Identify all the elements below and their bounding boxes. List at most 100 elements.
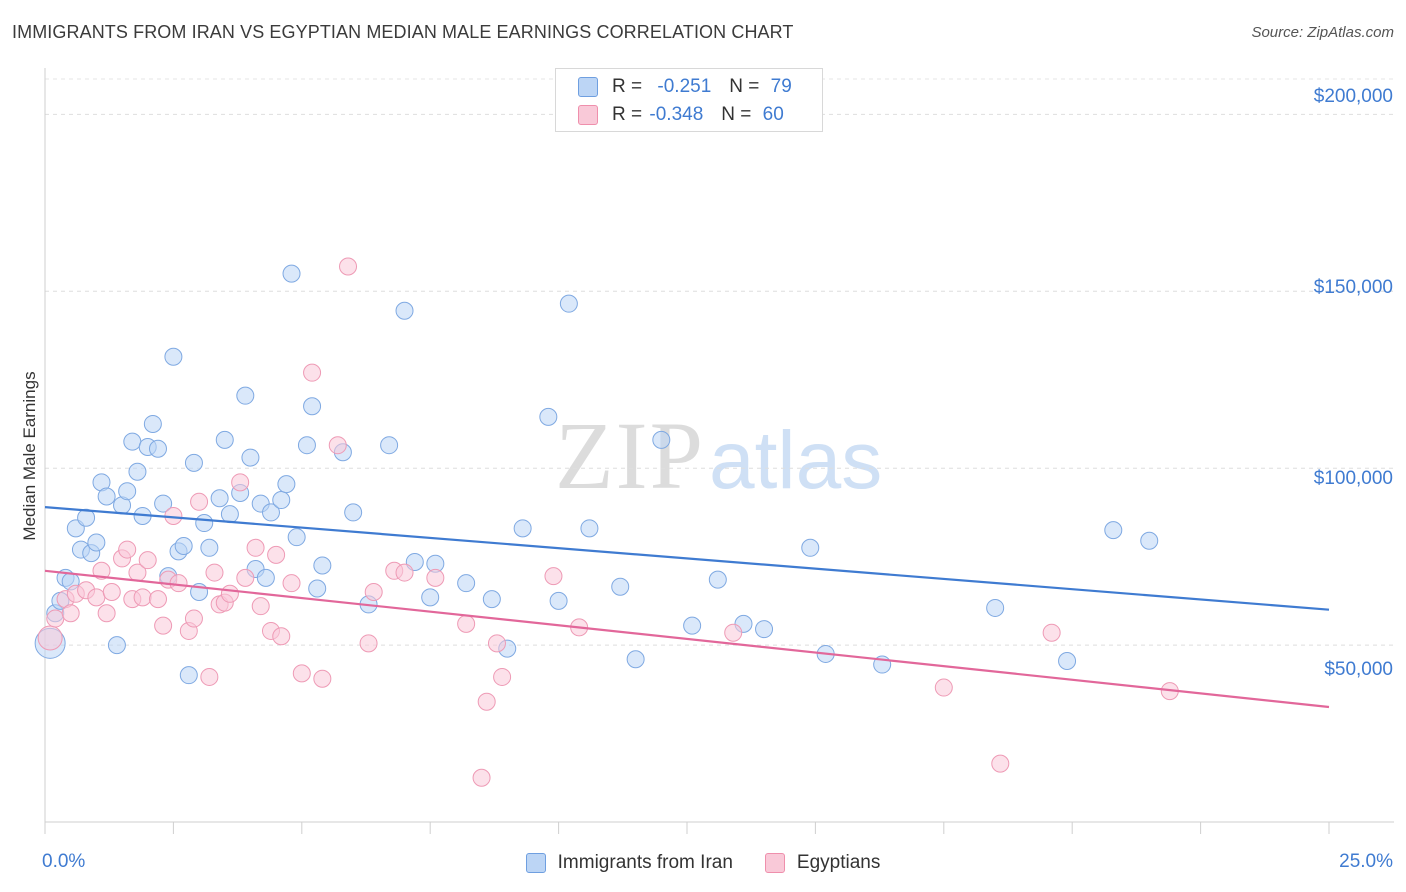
- iran-point: [220, 505, 239, 524]
- iran-point: [261, 503, 280, 522]
- iran-point: [559, 294, 578, 313]
- egyptian-point: [236, 568, 255, 587]
- y-tick-label: $150,000: [1313, 277, 1393, 298]
- egyptian-point: [246, 538, 265, 557]
- iran-point: [215, 430, 234, 449]
- x-tick-label-min: 0.0%: [42, 851, 86, 872]
- egyptian-point: [184, 609, 203, 628]
- iran-point: [1104, 521, 1123, 540]
- egyptian-point: [251, 597, 270, 616]
- watermark: ZIPatlas: [555, 400, 882, 511]
- correlation-stats-box: R = -0.251 N = 79 R = -0.348 N = 60: [555, 68, 823, 132]
- legend-label-egyptians: Egyptians: [796, 852, 881, 873]
- iran-point: [986, 598, 1005, 617]
- iran-point: [457, 574, 476, 593]
- egyptian-point: [544, 567, 563, 586]
- egyptian-point: [97, 604, 116, 623]
- iran-point: [303, 397, 322, 416]
- egyptian-point: [493, 667, 512, 686]
- egyptian-point: [87, 588, 106, 607]
- iran-point: [652, 430, 671, 449]
- pink-swatch: [578, 105, 598, 125]
- iran-point: [580, 519, 599, 538]
- iran-point: [236, 386, 255, 405]
- egyptian-point: [200, 667, 219, 686]
- legend-swatch-blue: [525, 853, 546, 873]
- egyptian-point: [282, 574, 301, 593]
- stats-row-egyptians: R = -0.348 N = 60: [556, 101, 784, 129]
- iran-point: [128, 462, 147, 481]
- iran-point: [210, 489, 229, 508]
- n-label: N =: [729, 76, 760, 97]
- egyptian-point: [359, 634, 378, 653]
- iran-point: [549, 591, 568, 610]
- egyptian-point: [395, 563, 414, 582]
- iran-point: [1058, 652, 1077, 671]
- r-label: R =: [612, 76, 643, 97]
- iran-point: [200, 538, 219, 557]
- egyptian-point: [267, 545, 286, 564]
- iran-point: [123, 432, 142, 451]
- n-label: N =: [721, 104, 752, 125]
- iran-point: [755, 620, 774, 639]
- iran-point: [421, 588, 440, 607]
- iran-point: [277, 475, 296, 494]
- iran-point: [282, 264, 301, 283]
- y-tick-label: $200,000: [1313, 86, 1393, 107]
- egyptian-point: [169, 574, 188, 593]
- iran-point: [708, 570, 727, 589]
- iran-point: [179, 666, 198, 685]
- n-value: 79: [770, 76, 792, 97]
- egyptian-point: [426, 568, 445, 587]
- stats-row-iran: R = -0.251 N = 79: [556, 73, 792, 101]
- iran-point: [272, 491, 291, 510]
- egyptian-point: [46, 609, 65, 628]
- y-tick-label: $100,000: [1313, 468, 1393, 489]
- egyptian-point: [272, 627, 291, 646]
- iran-point: [256, 568, 275, 587]
- r-value: -0.251: [657, 76, 712, 97]
- egyptian-point: [303, 363, 322, 382]
- watermark-zip: ZIP: [555, 402, 705, 509]
- egyptian-point: [328, 436, 347, 455]
- iran-point: [683, 616, 702, 635]
- legend-swatch-pink: [764, 853, 785, 873]
- iran-point: [287, 528, 306, 547]
- egyptian-point: [231, 473, 250, 492]
- egyptian-point: [154, 616, 173, 635]
- egyptian-point: [487, 634, 506, 653]
- iran-trend-line: [44, 506, 1330, 611]
- r-value: -0.348: [649, 104, 704, 125]
- egyptian-point: [92, 561, 111, 580]
- egyptian-point: [457, 614, 476, 633]
- iran-point: [107, 636, 126, 655]
- r-label: R =: [612, 104, 643, 125]
- n-value: 60: [762, 104, 784, 125]
- iran-point: [241, 448, 260, 467]
- legend-item-egyptians[interactable]: Egyptians: [764, 852, 881, 874]
- egyptian-point: [220, 584, 239, 603]
- watermark-atlas: atlas: [709, 415, 883, 506]
- iran-point: [344, 503, 363, 522]
- source-label: Source: ZipAtlas.com: [1251, 24, 1394, 41]
- iran-point: [1140, 531, 1159, 550]
- legend-item-iran[interactable]: Immigrants from Iran: [525, 852, 733, 874]
- egyptian-trend-line: [44, 569, 1330, 709]
- iran-point: [611, 577, 630, 596]
- iran-point: [184, 453, 203, 472]
- iran-point: [395, 301, 414, 320]
- iran-point: [174, 537, 193, 556]
- iran-point: [801, 538, 820, 557]
- egyptian-point: [133, 588, 152, 607]
- egyptian-point: [724, 623, 743, 642]
- iran-point: [118, 482, 137, 501]
- legend-label-iran: Immigrants from Iran: [557, 852, 733, 873]
- iran-point: [626, 650, 645, 669]
- egyptian-point: [364, 583, 383, 602]
- egyptian-point: [1042, 623, 1061, 642]
- egyptian-point: [472, 768, 491, 787]
- chart-title: IMMIGRANTS FROM IRAN VS EGYPTIAN MEDIAN …: [12, 22, 794, 42]
- iran-point: [313, 556, 332, 575]
- legend: Immigrants from Iran Egyptians: [0, 852, 1406, 874]
